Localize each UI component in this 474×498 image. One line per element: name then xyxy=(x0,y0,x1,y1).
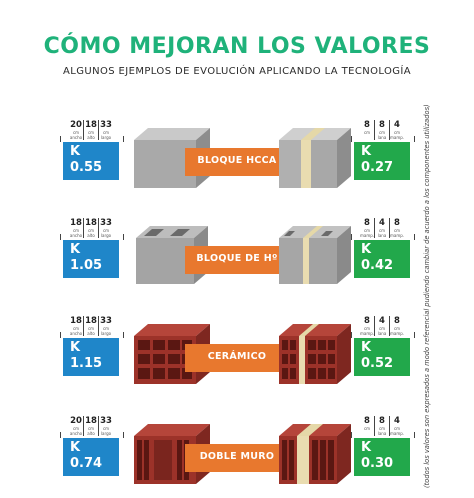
page-subtitle: ALGUNOS EJEMPLOS DE EVOLUCIÓN APLICANDO … xyxy=(63,66,411,77)
label-band: BLOQUE DE Hº xyxy=(185,246,289,274)
dimension: 8 cm xyxy=(360,120,375,140)
ceramic-brick-after-image xyxy=(279,324,351,384)
dimension: 18 cm alto xyxy=(84,218,99,238)
label-band: DOBLE MURO xyxy=(185,444,289,472)
before-dimensions: 18 cm ancho 18 cm alto 33 cm largo xyxy=(69,218,113,238)
dimension-bracket xyxy=(60,432,124,438)
dimension: 8 cm mamp. xyxy=(360,316,375,336)
after-dimensions: 8 cm mamp. 4 cm lana 8 cm mamp. xyxy=(360,316,404,336)
dimension: 4 cm lana xyxy=(375,316,390,336)
dimension: 8 cm lana xyxy=(375,120,390,140)
dimension: 8 cm xyxy=(360,416,375,436)
after-dimensions: 8 cm 8 cm lana 4 cm mamp. xyxy=(360,416,404,436)
k-value-before: K 1.15 xyxy=(63,338,119,376)
dimension: 8 cm lana xyxy=(375,416,390,436)
row-doble-muro: 20 cm ancho 18 cm alto 33 cm largo K 0.74 DO… xyxy=(0,416,474,496)
page-title: CÓMO MEJORAN LOS VALORES xyxy=(43,34,431,59)
dimension-bracket xyxy=(351,432,415,438)
dimension: 20 cm ancho xyxy=(69,416,84,436)
before-dimensions: 20 cm ancho 18 cm alto 33 cm largo xyxy=(69,120,113,140)
dimension: 8 cm mamp. xyxy=(360,218,375,238)
dimension-bracket xyxy=(60,234,124,240)
label-band: CERÁMICO xyxy=(185,344,289,372)
dimension: 33 cm largo xyxy=(100,218,112,238)
dimension: 18 cm ancho xyxy=(69,316,84,336)
row-bloque-hcca: 20 cm ancho 18 cm alto 33 cm largo K 0.55 BL… xyxy=(0,120,474,200)
dimension: 18 cm alto xyxy=(84,120,99,140)
dimension: 4 cm mamp. xyxy=(390,120,405,140)
dimension: 18 cm ancho xyxy=(69,218,84,238)
k-value-after: K 0.52 xyxy=(354,338,410,376)
dimension: 20 cm ancho xyxy=(69,120,84,140)
dimension: 4 cm lana xyxy=(375,218,390,238)
dimension-bracket xyxy=(60,136,124,142)
concrete-block-before-image xyxy=(136,226,208,284)
after-dimensions: 8 cm mamp. 4 cm lana 8 cm mamp. xyxy=(360,218,404,238)
dimension: 33 cm largo xyxy=(100,120,112,140)
row-bloque-hormigon: 18 cm ancho 18 cm alto 33 cm largo K 1.05 BL… xyxy=(0,218,474,298)
dimension-bracket xyxy=(60,332,124,338)
concrete-block-after-image xyxy=(279,226,351,284)
k-value-before: K 1.05 xyxy=(63,240,119,278)
double-wall-after-image xyxy=(279,424,351,484)
dimension: 33 cm largo xyxy=(100,316,112,336)
label-band: BLOQUE HCCA xyxy=(185,148,289,176)
dimension: 8 cm mamp. xyxy=(390,316,405,336)
dimension: 18 cm alto xyxy=(84,316,99,336)
hcca-block-after-image xyxy=(279,128,351,188)
after-dimensions: 8 cm 8 cm lana 4 cm mamp. xyxy=(360,120,404,140)
k-value-before: K 0.55 xyxy=(63,142,119,180)
dimension: 33 cm largo xyxy=(100,416,112,436)
dimension: 4 cm mamp. xyxy=(390,416,405,436)
k-value-after: K 0.30 xyxy=(354,438,410,476)
side-note: (todos los valores son expresados a modo… xyxy=(423,104,431,488)
dimension: 8 cm mamp. xyxy=(390,218,405,238)
k-value-after: K 0.27 xyxy=(354,142,410,180)
before-dimensions: 18 cm ancho 18 cm alto 33 cm largo xyxy=(69,316,113,336)
row-ceramico: 18 cm ancho 18 cm alto 33 cm largo K 1.15 CE… xyxy=(0,316,474,396)
before-dimensions: 20 cm ancho 18 cm alto 33 cm largo xyxy=(69,416,113,436)
dimension-bracket xyxy=(351,234,415,240)
dimension-bracket xyxy=(351,332,415,338)
k-value-after: K 0.42 xyxy=(354,240,410,278)
dimension: 18 cm alto xyxy=(84,416,99,436)
dimension-bracket xyxy=(351,136,415,142)
k-value-before: K 0.74 xyxy=(63,438,119,476)
